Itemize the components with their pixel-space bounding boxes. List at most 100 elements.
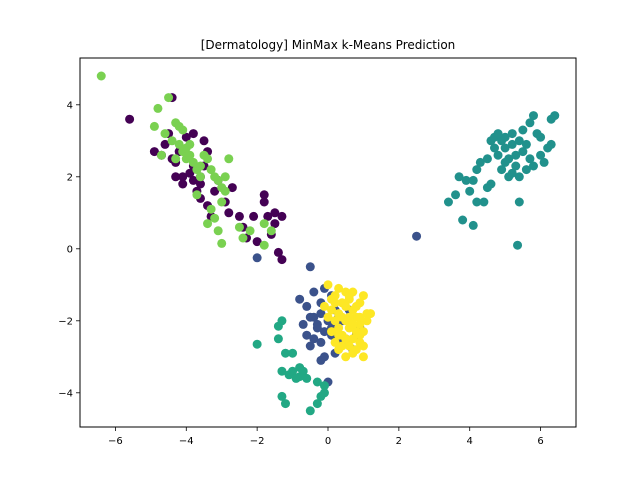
x-tick-label-5: 4	[467, 436, 473, 447]
scatter-point-c1-2	[305, 262, 315, 272]
scatter-point-c2-6	[468, 220, 478, 230]
x-tick-label-6: 6	[537, 436, 543, 447]
scatter-point-c2-21	[500, 132, 510, 142]
scatter-point-c4-40	[195, 172, 205, 182]
scatter-point-c0-9	[178, 172, 188, 182]
scatter-point-c5-47	[334, 330, 344, 340]
scatter-point-c5-36	[366, 309, 376, 319]
scatter-point-c0-29	[234, 211, 244, 221]
scatter-point-c3-2	[273, 334, 283, 344]
scatter-point-c2-48	[468, 175, 478, 185]
scatter-point-c2-49	[500, 157, 510, 167]
scatter-point-c4-31	[217, 238, 227, 248]
scatter-point-c0-19	[199, 136, 209, 146]
scatter-point-c0-12	[185, 168, 195, 178]
scatter-point-c4-38	[156, 150, 166, 160]
scatter-point-c1-3	[295, 294, 305, 304]
scatter-point-c3-15	[305, 406, 315, 416]
scatter-point-c4-4	[164, 93, 174, 103]
scatter-point-c2-2	[454, 172, 464, 182]
scatter-point-c0-44	[171, 172, 181, 182]
scatter-point-c4-25	[220, 186, 230, 196]
scatter-point-c2-4	[461, 175, 471, 185]
scatter-point-c4-16	[181, 143, 191, 153]
scatter-point-c3-21	[295, 372, 305, 382]
scatter-point-c1-1	[252, 253, 262, 263]
y-tick-label-0: −4	[58, 388, 73, 399]
scatter-point-c1-18	[309, 287, 319, 297]
scatter-point-c5-35	[351, 301, 361, 311]
scatter-point-c1-28	[316, 355, 326, 365]
scatter-point-c1-0	[412, 231, 422, 241]
scatter-point-c3-0	[252, 339, 262, 349]
scatter-point-c4-42	[167, 136, 177, 146]
scatter-point-c4-33	[238, 233, 248, 243]
scatter-point-c2-28	[514, 172, 524, 182]
scatter-point-c2-45	[546, 139, 556, 149]
scatter-point-c4-24	[224, 154, 234, 164]
scatter-point-c4-39	[171, 154, 181, 164]
scatter-point-c0-32	[249, 211, 259, 221]
scatter-point-c2-17	[493, 150, 503, 160]
x-tick-label-0: −6	[108, 436, 123, 447]
y-tick-label-2: 0	[67, 244, 73, 255]
scatter-point-c4-14	[195, 161, 205, 171]
scatter-point-c5-30	[341, 352, 351, 362]
scatter-point-c4-28	[210, 213, 220, 223]
scatter-point-c5-40	[355, 330, 365, 340]
scatter-point-c0-0	[125, 114, 135, 124]
scatter-point-c1-34	[316, 337, 326, 347]
scatter-point-c5-32	[330, 337, 340, 347]
scatter-point-c1-7	[316, 309, 326, 319]
scatter-point-c5-11	[355, 319, 365, 329]
scatter-point-c1-8	[319, 327, 329, 337]
scatter-point-c5-42	[330, 298, 340, 308]
scatter-point-c0-22	[210, 186, 220, 196]
scatter-point-c4-23	[220, 172, 230, 182]
scatter-point-c0-40	[277, 211, 287, 221]
scatter-point-c2-27	[511, 150, 521, 160]
scatter-point-c5-38	[337, 312, 347, 322]
scatter-point-c0-42	[270, 208, 280, 218]
scatter-point-c0-14	[188, 175, 198, 185]
scatter-point-c4-2	[149, 121, 159, 131]
scatter-point-c2-10	[479, 197, 489, 207]
x-tick-label-3: 0	[325, 436, 331, 447]
scatter-point-c0-34	[259, 190, 269, 200]
scatter-point-c2-20	[500, 143, 510, 153]
scatter-point-c1-13	[305, 341, 315, 351]
points-layer	[96, 71, 560, 416]
scatter-point-c2-44	[550, 111, 560, 121]
scatter-point-c2-3	[458, 215, 468, 225]
scatter-point-c5-46	[355, 312, 365, 322]
scatter-point-c4-29	[206, 204, 216, 214]
scatter-point-c5-34	[344, 312, 354, 322]
scatter-point-c4-35	[259, 219, 269, 229]
scatter-point-c3-11	[302, 373, 312, 383]
scatter-point-c4-18	[203, 154, 213, 164]
scatter-point-c1-16	[302, 330, 312, 340]
scatter-point-c2-32	[521, 165, 531, 175]
scatter-point-c5-29	[358, 352, 368, 362]
scatter-point-c5-49	[348, 287, 358, 297]
scatter-point-c4-11	[185, 150, 195, 160]
scatter-point-c2-24	[507, 139, 517, 149]
scatter-point-c4-12	[188, 157, 198, 167]
scatter-point-c1-33	[305, 312, 315, 322]
scatter-point-c2-29	[514, 136, 524, 146]
scatter-point-c2-47	[513, 240, 523, 250]
scatter-point-c0-33	[252, 237, 262, 247]
x-tick-label-2: −2	[250, 436, 265, 447]
scatter-point-c3-4	[280, 348, 290, 358]
scatter-point-c4-19	[206, 165, 216, 175]
scatter-point-c3-16	[312, 399, 322, 409]
scatter-point-c4-1	[153, 103, 163, 113]
scatter-point-c1-32	[309, 334, 319, 344]
scatter-point-c3-18	[319, 388, 329, 398]
scatter-point-c4-32	[234, 222, 244, 232]
scatter-point-c5-21	[319, 301, 329, 311]
scatter-point-c0-2	[149, 147, 159, 157]
scatter-point-c5-33	[337, 341, 347, 351]
